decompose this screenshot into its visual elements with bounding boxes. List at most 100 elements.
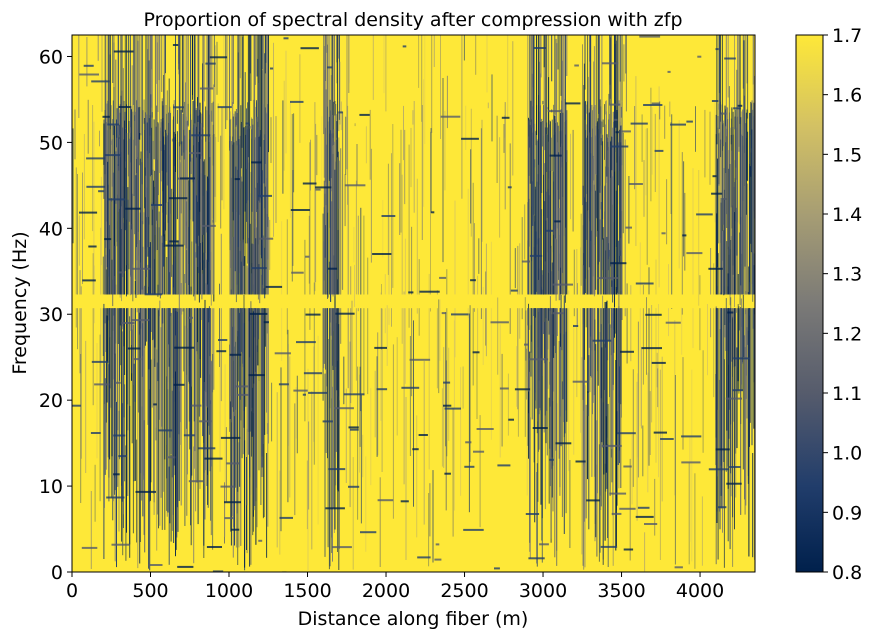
heatmap-streak xyxy=(183,101,185,160)
heatmap-streak xyxy=(205,308,207,407)
heatmap-streak xyxy=(554,115,556,157)
heatmap-streak xyxy=(161,308,163,325)
heatmap-streak xyxy=(307,368,309,571)
heatmap-streak xyxy=(259,35,261,203)
heatmap-streak xyxy=(626,308,628,364)
heatmap-streak xyxy=(306,460,308,530)
heatmap-streak xyxy=(100,176,102,265)
heatmap-streak xyxy=(570,133,571,220)
heatmap-streak xyxy=(614,308,616,334)
heatmap-line xyxy=(554,220,561,223)
heatmap-streak xyxy=(249,308,251,432)
heatmap-streak xyxy=(159,300,161,526)
heatmap-streak xyxy=(316,134,318,176)
heatmap-streak xyxy=(545,220,547,295)
heatmap-streak xyxy=(337,35,338,158)
heatmap-streak xyxy=(229,119,231,251)
heatmap-streak xyxy=(343,356,345,405)
heatmap-streak xyxy=(331,339,333,553)
heatmap-streak xyxy=(742,135,744,295)
heatmap-streak xyxy=(102,256,104,295)
heatmap-streak xyxy=(736,69,738,256)
heatmap-streak xyxy=(499,324,501,458)
heatmap-streak xyxy=(573,324,575,455)
heatmap-line xyxy=(344,184,366,187)
heatmap-streak xyxy=(328,261,330,295)
heatmap-line xyxy=(81,546,98,549)
heatmap-streak xyxy=(149,242,151,295)
heatmap-streak xyxy=(541,308,543,377)
heatmap-line xyxy=(417,556,431,559)
heatmap-streak xyxy=(735,207,737,295)
heatmap-streak xyxy=(237,35,239,247)
heatmap-line xyxy=(231,528,240,531)
heatmap-streak xyxy=(175,133,176,172)
heatmap-streak xyxy=(192,127,194,183)
heatmap-streak xyxy=(143,308,144,480)
heatmap-streak xyxy=(219,283,220,295)
heatmap-streak xyxy=(199,211,201,295)
heatmap-streak xyxy=(565,308,567,411)
heatmap-streak xyxy=(119,208,121,295)
heatmap-streak xyxy=(264,53,266,299)
heatmap-streak xyxy=(315,123,317,283)
heatmap-streak xyxy=(540,308,542,505)
heatmap-streak xyxy=(621,100,623,211)
heatmap-streak xyxy=(614,35,616,172)
heatmap-streak xyxy=(105,308,107,352)
heatmap-streak xyxy=(541,274,543,295)
heatmap-streak xyxy=(184,325,186,435)
heatmap-streak xyxy=(146,187,148,295)
heatmap-streak xyxy=(249,35,251,295)
heatmap-streak xyxy=(187,103,189,126)
heatmap-streak xyxy=(408,308,410,328)
heatmap-line xyxy=(440,115,461,118)
heatmap-streak xyxy=(141,162,143,290)
heatmap-streak xyxy=(556,142,558,295)
heatmap-streak xyxy=(235,109,237,126)
heatmap-streak xyxy=(699,308,701,351)
heatmap-streak xyxy=(178,35,180,70)
heatmap-streak xyxy=(534,308,536,523)
heatmap-streak xyxy=(188,226,190,295)
heatmap-streak xyxy=(179,164,181,295)
heatmap-streak xyxy=(583,85,585,266)
colorbar-tick-label: 1.0 xyxy=(832,443,862,465)
heatmap-streak xyxy=(286,219,288,295)
heatmap-line xyxy=(167,456,176,459)
heatmap-streak xyxy=(234,260,235,295)
heatmap-streak xyxy=(256,227,257,295)
heatmap-streak xyxy=(617,240,619,295)
heatmap-streak xyxy=(418,259,420,295)
heatmap-streak xyxy=(598,35,600,114)
heatmap-streak xyxy=(254,137,256,229)
heatmap-streak xyxy=(94,308,95,324)
heatmap-streak xyxy=(562,112,564,197)
heatmap-streak xyxy=(231,326,233,517)
heatmap-streak xyxy=(276,392,278,548)
heatmap-streak xyxy=(167,308,169,513)
heatmap-line xyxy=(220,436,241,439)
x-tick-label: 4000 xyxy=(676,580,724,602)
heatmap-streak xyxy=(412,110,414,125)
heatmap-streak xyxy=(547,107,549,110)
heatmap-streak xyxy=(104,308,106,324)
heatmap-streak xyxy=(323,35,325,135)
heatmap-streak xyxy=(178,35,180,309)
heatmap-streak xyxy=(584,35,586,90)
heatmap-streak xyxy=(527,308,529,446)
heatmap-line xyxy=(623,465,632,468)
heatmap-streak xyxy=(105,79,107,248)
heatmap-streak xyxy=(271,382,273,442)
heatmap-streak xyxy=(199,308,201,489)
heatmap-streak xyxy=(268,35,269,153)
heatmap-streak xyxy=(166,113,168,173)
heatmap-streak xyxy=(250,308,252,495)
heatmap-streak xyxy=(335,308,337,367)
heatmap-streak xyxy=(477,308,479,353)
heatmap-streak xyxy=(557,35,559,70)
heatmap-streak xyxy=(551,262,553,295)
heatmap-streak xyxy=(744,335,745,500)
heatmap-streak xyxy=(127,308,129,405)
heatmap-streak xyxy=(176,308,178,538)
